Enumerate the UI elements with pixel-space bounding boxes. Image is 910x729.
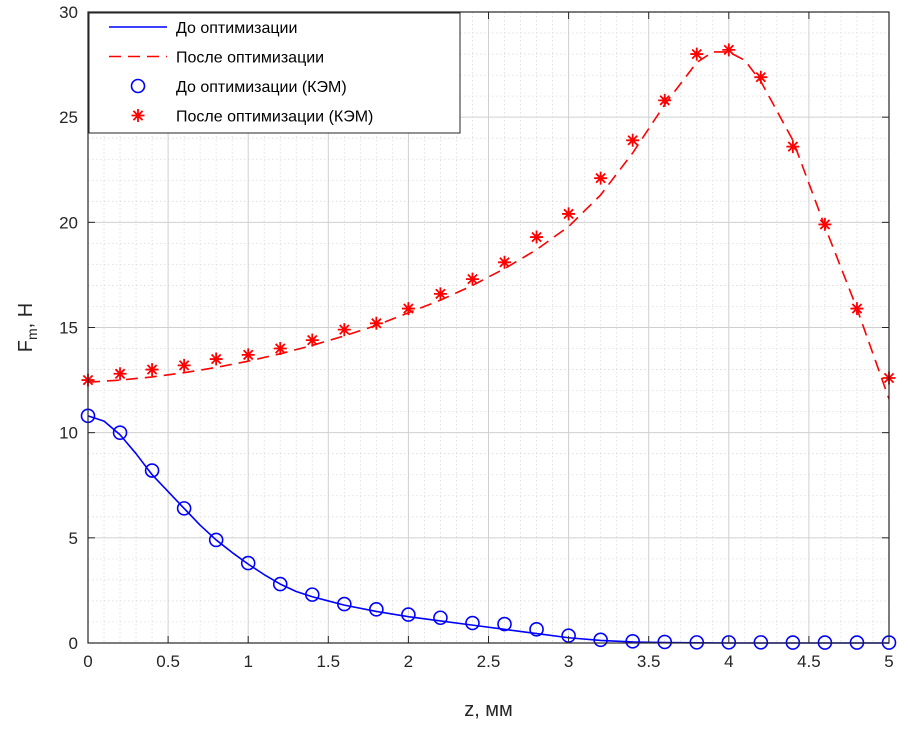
legend-box [88,12,461,134]
x-tick-label: 1.5 [316,652,340,671]
data-point [337,323,351,337]
data-point [305,333,319,347]
y-tick-label: 20 [59,213,78,232]
data-point [529,622,544,637]
data-point [625,634,640,649]
data-point [433,610,448,626]
series-2 [87,51,890,400]
data-point [594,171,608,185]
legend-swatch-circle [130,78,146,94]
legend-label: До оптимизации (КЭМ) [176,79,347,96]
data-point [497,616,512,632]
data-point [818,217,832,231]
y-tick-labels: 0 5 10 15 20 25 30 [59,3,78,653]
y-tick-label: 15 [59,319,78,338]
data-point [144,463,160,478]
legend-swatch-star [131,109,145,122]
data-point [850,302,864,316]
data-point [753,635,769,650]
data-point [272,576,288,592]
series-line [87,51,890,400]
data-point [208,532,224,548]
legend-item: До оптимизации [109,20,297,37]
legend-label: После оптимизации (КЭМ) [176,109,373,126]
major-grid [88,12,889,643]
x-tick-label: 2.5 [477,652,501,671]
data-point [626,133,640,147]
data-point [176,501,192,516]
data-point [177,358,191,372]
y-tick-label: 25 [59,108,78,127]
data-point [593,632,608,648]
legend-item: До оптимизации (КЭМ) [130,78,347,96]
data-point [401,607,416,622]
legend-label: До оптимизации [176,20,297,37]
y-tick-label: 5 [69,529,78,548]
y-tick-label: 10 [59,424,78,443]
data-point [337,596,352,612]
y-axis-label-subscript: m [24,328,40,340]
y-tick-label: 0 [69,634,78,653]
x-tick-label: 3.5 [637,652,661,671]
data-point [113,367,127,381]
data-point [273,342,287,356]
data-point [658,93,672,107]
data-point [304,587,320,602]
y-axis-label-main: F [15,340,37,352]
x-tick-label: 5 [884,652,893,671]
y-tick-label: 30 [59,3,78,22]
legend-item: После оптимизации [109,50,324,67]
data-point [465,272,479,286]
y-axis-label-unit: , Н [15,303,37,329]
data-point [786,140,800,154]
data-point [657,634,673,650]
data-point [369,316,383,330]
x-tick-label: 4.5 [797,652,821,671]
data-point [498,255,512,269]
x-tick-label: 1 [243,652,252,671]
data-point [433,287,447,301]
x-tick-label: 3 [564,652,573,671]
legend-label: После оптимизации [176,50,324,67]
x-tick-label: 0 [83,652,92,671]
data-point [145,363,159,377]
x-tick-label: 4 [724,652,733,671]
data-point [369,602,384,617]
x-tick-label: 0.5 [156,652,180,671]
data-point [689,635,705,650]
data-point [209,352,223,366]
x-tick-labels: 0 0.5 1 1.5 2 2.5 3 3.5 4 4.5 5 [83,652,893,671]
axis-ticks [87,11,890,644]
data-point [112,425,128,440]
legend: До оптимизации После оптимизации До оптими… [88,12,461,134]
data-point [530,230,544,244]
data-point [722,43,736,57]
data-point [690,47,704,61]
y-axis-label: Fm, Н [15,303,40,352]
x-axis-label: z, мм [464,699,513,721]
data-point [721,635,737,650]
data-point [401,302,415,316]
data-point [754,70,768,84]
x-tick-label: 2 [404,652,413,671]
data-point [241,348,255,362]
data-point [240,555,256,571]
data-point [562,207,576,221]
legend-item: После оптимизации (КЭМ) [131,109,373,126]
data-point [465,615,480,631]
